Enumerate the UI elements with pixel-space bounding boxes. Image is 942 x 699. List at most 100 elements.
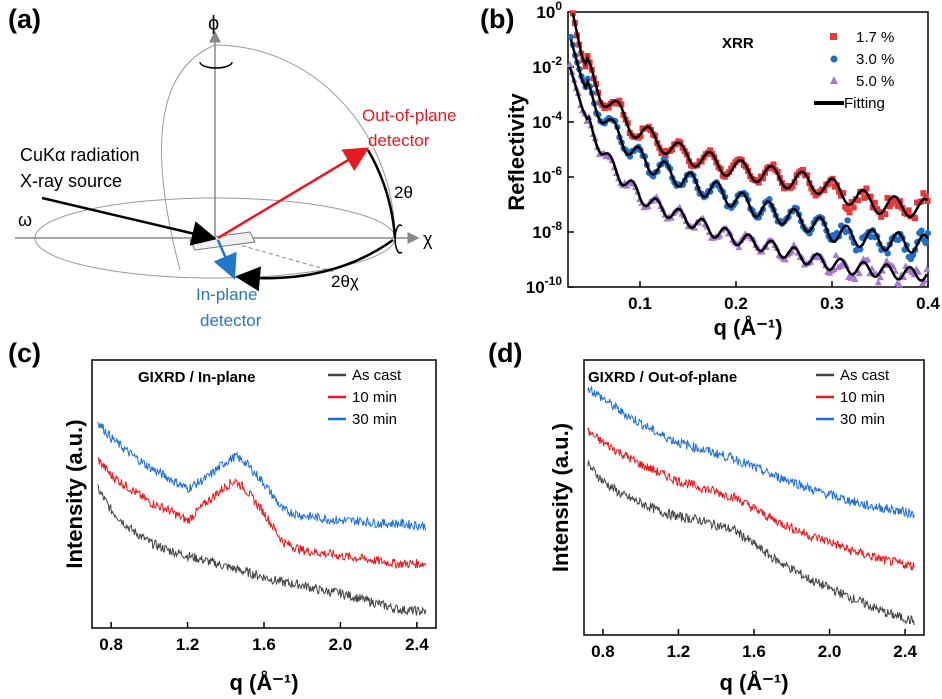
xrr-point <box>735 243 743 251</box>
xrr-point <box>863 185 870 192</box>
xrr-y-tick-label: 10-6 <box>532 164 562 187</box>
xrr-point <box>882 211 889 218</box>
gixrd-out-of-plane-chart: 0.8 1.2 1.6 2.0 2.4 GIXRD / Out-of-plane As ca… <box>548 359 925 695</box>
xrr-point <box>800 166 807 173</box>
xrr-point <box>920 190 927 197</box>
xrr-legend-marker <box>830 76 838 84</box>
gixrd-in-plane-annotation: GIXRD / In-plane <box>138 369 256 386</box>
xrr-point <box>878 213 885 220</box>
gixrd-out-of-plane-x-tick-label: 2.0 <box>818 642 842 661</box>
xrr-point <box>616 97 623 104</box>
xrr-point <box>864 255 872 263</box>
xrr-point <box>810 189 817 196</box>
gixrd-in-plane-legend-label: 10 min <box>352 389 397 406</box>
xrr-legend-label: 1.7 % <box>856 29 894 46</box>
xrr-point <box>924 197 931 204</box>
xrr-chart: 100 10-2 10-4 10-6 10-8 10-10 0.1 0.2 0.3 0.4 XRR 1… <box>504 0 940 340</box>
xrr-point <box>825 180 832 187</box>
xrr-point <box>922 239 929 247</box>
xrr-x-tick-label: 0.4 <box>916 294 940 313</box>
xrr-y-tick-label: 10-10 <box>526 274 563 297</box>
panel-label-b: (b) <box>480 4 515 34</box>
gixrd-out-of-plane-legend-label: 10 min <box>840 389 885 406</box>
xrr-point <box>874 278 882 286</box>
xrr-point <box>830 265 838 273</box>
gixrd-in-plane-chart: 0.8 1.2 1.6 2.0 2.4 GIXRD / In-plane As cast 10… <box>62 359 437 695</box>
xrr-point <box>922 193 929 200</box>
gixrd-out-of-plane-annotation: GIXRD / Out-of-plane <box>588 369 737 386</box>
gixrd-in-plane-x-tick-label: 2.4 <box>405 635 429 654</box>
xrr-point <box>781 255 789 263</box>
xrr-x-tick-label: 0.2 <box>724 294 748 313</box>
xrr-point <box>892 196 899 203</box>
xrr-point <box>918 227 925 234</box>
panel-label-c: (c) <box>8 338 41 368</box>
xrr-legend-label: Fitting <box>844 95 885 112</box>
xrr-point <box>923 265 931 273</box>
gixrd-out-of-plane-y-axis-title: Intensity (a.u.) <box>548 423 573 572</box>
gixrd-out-of-plane-legend-label: 30 min <box>840 411 885 428</box>
gixrd-in-plane-series-1 <box>97 457 427 570</box>
xrr-point <box>876 273 884 281</box>
out-of-plane-label-line2: detector <box>368 131 430 150</box>
diffraction-geometry-diagram: ϕ χ ω 2θ 2θχ CuKα radiation X-ray source… <box>15 13 457 330</box>
xrr-x-tick-label: 0.3 <box>820 294 844 313</box>
gixrd-out-of-plane-x-tick-label: 1.6 <box>742 642 766 661</box>
gixrd-in-plane-y-axis-title: Intensity (a.u.) <box>62 419 87 568</box>
xrr-legend-label: 3.0 % <box>856 51 894 68</box>
gixrd-in-plane-series-0 <box>97 483 427 616</box>
xrr-point <box>854 197 861 204</box>
gixrd-in-plane-legend-label: As cast <box>352 367 402 384</box>
two-theta-chi-label: 2θχ <box>331 272 359 291</box>
gixrd-in-plane-x-tick-label: 2.0 <box>329 635 353 654</box>
hemisphere-back-arc <box>161 44 216 271</box>
in-plane-label-line1: In-plane <box>196 285 257 304</box>
xrr-fit-line-2 <box>568 66 928 282</box>
xrr-y-tick-label: 100 <box>536 0 562 22</box>
xray-source-arrow <box>41 196 217 246</box>
chi-rotation-icon <box>394 224 403 254</box>
gixrd-out-of-plane-x-tick-label: 2.4 <box>893 642 917 661</box>
xrr-legend-marker <box>830 33 837 40</box>
xrr-point <box>835 188 842 195</box>
xrr-point <box>850 204 857 211</box>
xrr-y-axis-title: Reflectivity <box>504 93 529 211</box>
xrr-y-tick-label: 10-4 <box>532 109 562 132</box>
xrr-point <box>789 183 796 190</box>
gixrd-out-of-plane-series-1 <box>587 427 915 572</box>
xrr-plot-frame <box>567 11 929 288</box>
xrr-point <box>884 194 891 201</box>
out-of-plane-arrow <box>217 147 370 240</box>
xrr-annotation: XRR <box>722 35 754 52</box>
gixrd-out-of-plane-x-tick-label: 0.8 <box>591 642 615 661</box>
xrr-point <box>861 194 868 201</box>
xrr-point <box>605 104 612 111</box>
gixrd-in-plane-x-tick-label: 1.6 <box>252 635 276 654</box>
xrr-point <box>895 203 902 210</box>
panel-label-d: (d) <box>488 338 523 368</box>
gixrd-in-plane-x-tick-label: 0.8 <box>99 635 123 654</box>
in-plane-arrow <box>213 239 237 280</box>
in-plane-label-line2: detector <box>200 311 262 330</box>
gixrd-in-plane-legend-label: 30 min <box>352 411 397 428</box>
gixrd-out-of-plane-x-tick-label: 1.2 <box>667 642 691 661</box>
panel-label-a: (a) <box>8 4 41 34</box>
xrr-point <box>567 33 575 41</box>
gixrd-out-of-plane-series-0 <box>587 460 915 626</box>
xrr-point <box>770 161 777 168</box>
xrr-point <box>884 250 891 257</box>
omega-label: ω <box>18 210 32 230</box>
xrr-point <box>660 147 667 154</box>
xrr-point <box>911 215 918 222</box>
xrr-point <box>832 251 840 258</box>
phi-label: ϕ <box>208 13 219 35</box>
xrr-point <box>844 217 851 224</box>
xrr-x-axis-title: q (Å⁻¹) <box>713 314 782 340</box>
xrr-point <box>876 208 883 215</box>
xrr-point <box>871 199 878 206</box>
source-label-line2: X-ray source <box>20 171 122 191</box>
xrr-point <box>768 165 775 172</box>
xrr-point <box>759 175 766 182</box>
xrr-point <box>921 277 929 284</box>
gixrd-out-of-plane-series-2 <box>587 385 915 519</box>
